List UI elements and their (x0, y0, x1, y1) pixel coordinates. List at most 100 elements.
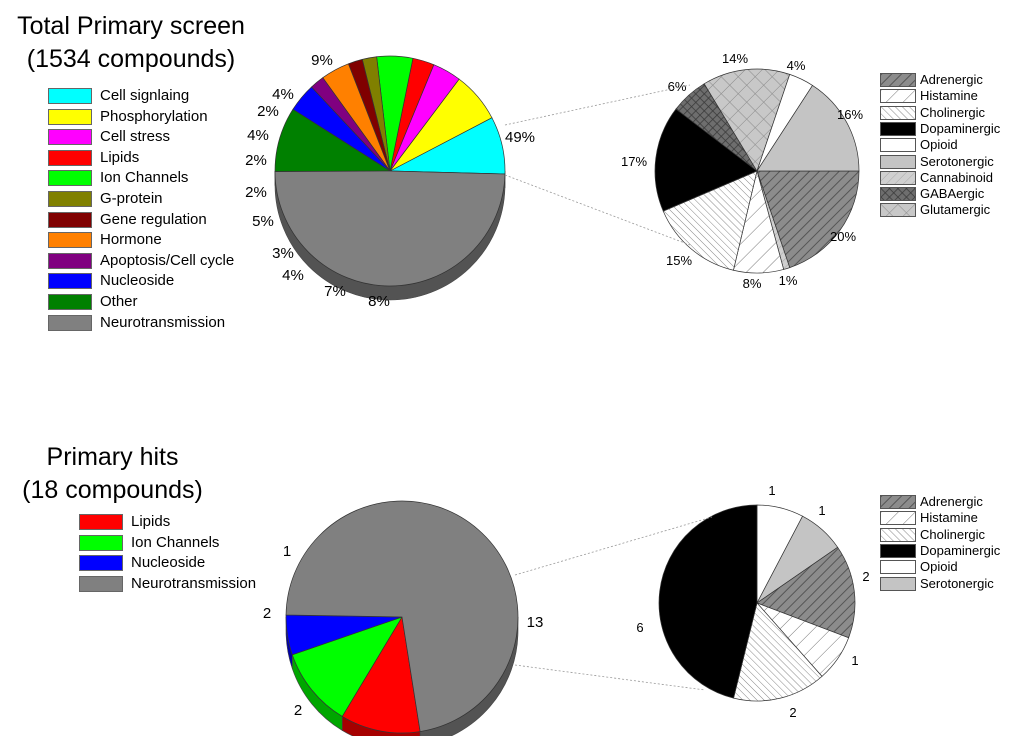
legend-swatch (880, 73, 916, 87)
legend-label: Serotonergic (920, 153, 994, 169)
pie-label-histamine: 1 (851, 653, 858, 668)
legend-label: Other (100, 293, 138, 310)
legend-swatch (48, 149, 92, 166)
pie-label-g-protein: 2% (245, 184, 267, 201)
legend-swatch (48, 88, 92, 104)
pie-label-opioid: 4% (787, 58, 806, 73)
legend-label: Dopaminergic (920, 120, 1001, 136)
pie-label-other: 9% (311, 52, 333, 69)
pie-label-opioid: 1 (768, 483, 775, 498)
pie-label-cholinergic: 2 (789, 705, 796, 720)
pie-slice-glutamergic (703, 68, 791, 172)
legend-label: Gene regulation (100, 210, 207, 228)
chart-title-total-screen: Total Primary screen (1534 compounds) (0, 10, 262, 76)
legend-label: Histamine (920, 510, 978, 526)
pie-slice-cholinergic (662, 170, 758, 271)
legend-swatch (880, 154, 916, 169)
legend-label: Opioid (920, 137, 958, 153)
pie-label-cannabinoid: 1% (779, 273, 798, 288)
pie-slice-serotonergic (756, 84, 860, 172)
chart-title-primary-hits: Primary hits (18 compounds) (0, 441, 225, 507)
legend-swatch (48, 108, 92, 125)
pie-label-ion-channels: 2 (263, 605, 271, 622)
legend-swatch (79, 534, 123, 551)
legend-swatch (79, 575, 123, 592)
legend-swatch (880, 560, 916, 575)
legend-primary-hits: Lipids Ion Channels Nucleoside Neurotransmi… (79, 512, 269, 602)
legend-label: Apoptosis/Cell cycle (100, 251, 235, 269)
pie-slice-adrenergic (756, 170, 860, 269)
legend-label: G-protein (100, 190, 163, 207)
legend-label: Cell stress (100, 128, 171, 146)
pie-label-ion-channels: 5% (252, 213, 274, 230)
legend-swatch (880, 203, 916, 218)
pie-label-adrenergic: 2 (862, 569, 869, 584)
legend-label: Glutamergic (920, 202, 991, 218)
legend-label: Serotonergic (920, 575, 994, 591)
legend-swatch (48, 314, 92, 331)
pie-label-cholinergic: 15% (666, 253, 692, 268)
pie-slice-neurotransmission (285, 500, 519, 732)
pie-label-neurotransmission: 49% (505, 129, 535, 146)
pie-slice-neurotransmission (274, 170, 506, 287)
legend-label: Nucleoside (131, 554, 206, 572)
legend-neurotransmission-screen: Adrenergic Histamine Cholinergic Dopaminerg… (880, 72, 1014, 232)
legend-swatch (880, 138, 916, 153)
legend-label: Neurotransmission (100, 313, 226, 331)
legend-swatch (880, 121, 916, 136)
legend-swatch (79, 555, 123, 572)
legend-swatch (880, 543, 916, 558)
pie-label-phosphorylation: 7% (324, 283, 346, 300)
pie-slice-dopaminergic (658, 504, 758, 699)
legend-label: Cell signlaing (100, 87, 190, 104)
legend-neurotransmission-hits: Adrenergic Histamine Cholinergic Dopaminerg… (880, 494, 1014, 604)
legend-swatch (880, 495, 916, 509)
pie-label-dopaminergic: 17% (621, 154, 647, 169)
pie-slice-ion-channels (291, 616, 403, 717)
legend-swatch (880, 527, 916, 542)
chart-title-line-1: Primary hits (46, 443, 179, 471)
pie-label-glutamergic: 14% (722, 51, 748, 66)
legend-swatch (48, 294, 92, 310)
pie-label-histamine: 8% (743, 276, 762, 291)
pie-label-lipids: 3% (272, 245, 294, 262)
legend-swatch (48, 211, 92, 228)
pie-label-apoptosis-cell-cycle: 2% (257, 103, 279, 120)
pie-slice-cholinergic (733, 602, 823, 702)
legend-swatch (48, 170, 92, 187)
pie-label-serotonergic: 16% (837, 107, 863, 122)
pie-slice-lipids (341, 615, 421, 734)
pie-total-screen (274, 55, 506, 301)
legend-swatch (880, 187, 916, 202)
legend-label: Lipids (131, 513, 171, 530)
legend-label: Neurotransmission (131, 574, 257, 592)
legend-label: Cholinergic (920, 526, 986, 542)
chart-title-line-1: Total Primary screen (17, 12, 245, 40)
legend-label: Lipids (100, 148, 140, 166)
legend-swatch (48, 191, 92, 207)
pie-label-lipids: 2 (294, 702, 302, 719)
pie-label-cell-signlaing: 8% (368, 293, 390, 310)
legend-total-screen: Cell signlaing Phosphorylation Cell stress… (48, 86, 268, 336)
legend-label: Cannabinoid (920, 169, 994, 185)
legend-label: Hormone (100, 231, 162, 249)
legend-label: GABAergic (920, 186, 985, 202)
chart-title-line-2: (1534 compounds) (26, 45, 236, 73)
legend-swatch (79, 514, 123, 530)
chart-title-line-2: (18 compounds) (22, 476, 203, 504)
pie-primary-hits (285, 500, 519, 736)
legend-swatch (48, 232, 92, 249)
pie-slice-adrenergic (756, 546, 856, 639)
legend-label: Cholinergic (920, 104, 986, 120)
legend-label: Nucleoside (100, 272, 175, 290)
legend-label: Histamine (920, 88, 978, 104)
pie-label-cell-stress: 4% (282, 267, 304, 284)
pie-label-serotonergic: 1 (818, 503, 825, 518)
pie-neurotransmission-screen (654, 68, 860, 274)
pie-label-adrenergic: 20% (830, 229, 856, 244)
legend-swatch (880, 511, 916, 526)
legend-swatch (880, 170, 916, 185)
legend-swatch (48, 252, 92, 269)
